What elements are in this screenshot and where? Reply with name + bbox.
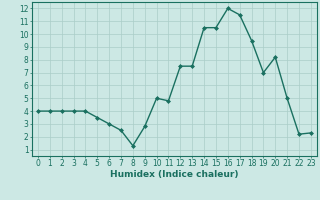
X-axis label: Humidex (Indice chaleur): Humidex (Indice chaleur) — [110, 170, 239, 179]
